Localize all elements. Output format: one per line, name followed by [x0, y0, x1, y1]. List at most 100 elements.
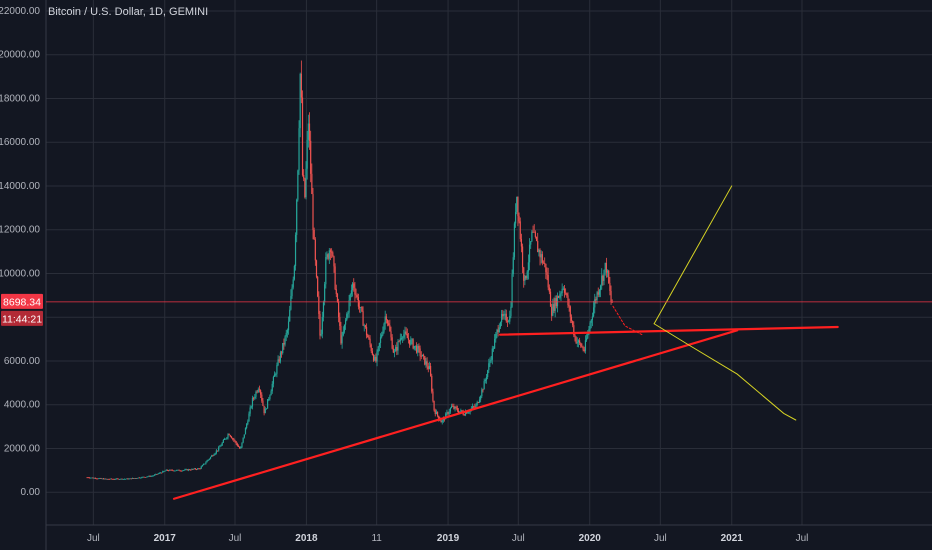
candle-body [222, 440, 224, 443]
candle-body [406, 334, 408, 339]
candle-body [572, 320, 574, 326]
candle-body [477, 402, 479, 403]
candle-body [592, 307, 595, 317]
candle-body [385, 316, 387, 321]
candle-body [279, 352, 282, 362]
candle-body [576, 342, 578, 344]
candle-body [348, 300, 350, 313]
candle-body [416, 345, 418, 353]
candle-body [332, 252, 334, 257]
candle-body [575, 337, 577, 344]
candle-body [172, 470, 174, 472]
candle-body [193, 468, 195, 470]
candle-body [537, 240, 539, 253]
candle-body [292, 279, 294, 288]
candle-body [91, 477, 93, 479]
candle-body [453, 406, 455, 409]
candle-body [547, 274, 549, 288]
candle-body [360, 307, 362, 308]
candle-body [565, 292, 567, 294]
candle-body [219, 446, 221, 448]
candle-body [142, 476, 144, 478]
candle-body [512, 257, 514, 275]
candle-body [568, 305, 570, 307]
candle-body [322, 302, 325, 318]
candle-body [410, 339, 412, 345]
candle-body [215, 450, 217, 454]
candle-body [176, 469, 178, 471]
candle-body [155, 474, 157, 475]
candle-body [421, 354, 424, 357]
candle-body [569, 306, 571, 317]
candle-body [216, 450, 219, 452]
candle-body [431, 375, 433, 392]
candle-body [402, 337, 404, 339]
candle-body [158, 472, 160, 474]
candle-body [277, 359, 279, 366]
candle-body [129, 478, 131, 480]
candle-body [591, 316, 594, 320]
candle-body [567, 295, 569, 306]
candle-body [441, 420, 443, 423]
current-price-label: 8698.34 [3, 296, 41, 308]
candle-body [106, 478, 108, 480]
candle-body [184, 469, 186, 471]
candle-body [169, 469, 171, 471]
candle-body [197, 468, 199, 470]
candle-body [301, 97, 304, 175]
rising-trendline [172, 329, 739, 500]
candle-body [319, 313, 321, 336]
candle-body [115, 478, 117, 480]
candle-body [449, 407, 451, 412]
x-tick-label: 2020 [579, 533, 602, 544]
candle-body [404, 331, 406, 335]
candle-body [206, 460, 208, 463]
candle-body [246, 424, 248, 429]
candle-body [516, 196, 518, 213]
candle-body [87, 477, 89, 479]
candle-body [97, 478, 99, 480]
candle-body [392, 348, 394, 353]
candle-body [187, 469, 190, 471]
candle-body [378, 342, 380, 347]
candle-body [604, 262, 606, 270]
candle-body [151, 475, 153, 477]
candle-body [112, 479, 114, 480]
projection-down [653, 323, 797, 421]
candle-body [109, 478, 112, 480]
candle-body [282, 342, 284, 354]
candle-body [540, 254, 542, 258]
candle-body [306, 139, 308, 169]
candle-body [407, 338, 410, 340]
candle-body [95, 478, 98, 480]
candle-body [261, 394, 263, 401]
candle-body [126, 478, 128, 480]
y-tick-label: 10000.00 [0, 268, 40, 279]
candle-body [586, 338, 588, 341]
candle-body [154, 474, 156, 476]
candle-body [200, 466, 202, 469]
dotted-path [612, 305, 643, 336]
candle-body [386, 320, 389, 324]
candle-body [587, 332, 589, 339]
candle-body [551, 306, 553, 316]
candle-body [92, 477, 94, 479]
candle-body [596, 292, 598, 300]
candle-body [102, 478, 105, 480]
candle-body [183, 470, 185, 471]
candle-body [240, 447, 242, 449]
candle-body [342, 331, 344, 336]
candle-body [293, 266, 295, 280]
candle-body [303, 174, 305, 179]
candle-body [561, 288, 563, 294]
candle-body [496, 329, 498, 334]
candle-body [190, 469, 192, 471]
candle-body [93, 477, 95, 479]
candle-body [433, 400, 435, 411]
candle-body [556, 296, 559, 307]
candle-body [329, 250, 332, 252]
candle-body [535, 237, 538, 241]
candle-body [610, 291, 612, 302]
candle-body [440, 420, 442, 423]
